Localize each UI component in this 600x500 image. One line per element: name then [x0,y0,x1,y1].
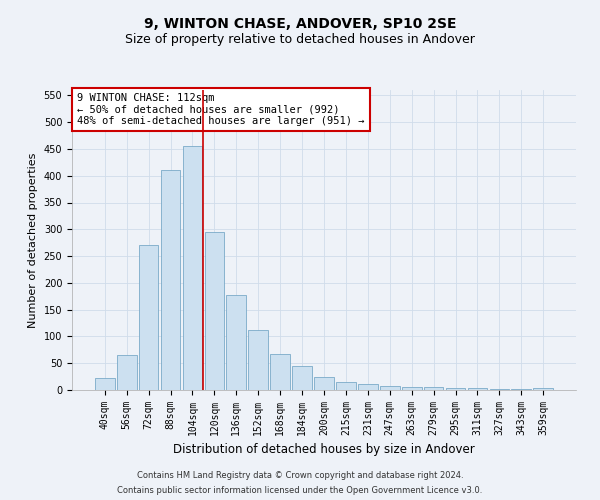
Bar [358,384,378,390]
Bar [117,355,137,390]
Text: 9 WINTON CHASE: 112sqm
← 50% of detached houses are smaller (992)
48% of semi-de: 9 WINTON CHASE: 112sqm ← 50% of detached… [77,93,365,126]
Bar [402,387,422,390]
Bar [380,386,400,390]
Text: Contains HM Land Registry data © Crown copyright and database right 2024.: Contains HM Land Registry data © Crown c… [137,471,463,480]
Bar [205,232,224,390]
Bar [139,246,158,390]
Bar [533,388,553,390]
X-axis label: Distribution of detached houses by size in Andover: Distribution of detached houses by size … [173,444,475,456]
Bar [336,382,356,390]
Text: 9, WINTON CHASE, ANDOVER, SP10 2SE: 9, WINTON CHASE, ANDOVER, SP10 2SE [144,18,456,32]
Text: Size of property relative to detached houses in Andover: Size of property relative to detached ho… [125,32,475,46]
Bar [182,146,202,390]
Bar [248,330,268,390]
Bar [314,376,334,390]
Text: Contains public sector information licensed under the Open Government Licence v3: Contains public sector information licen… [118,486,482,495]
Bar [511,389,531,390]
Bar [446,388,466,390]
Bar [270,354,290,390]
Bar [467,388,487,390]
Y-axis label: Number of detached properties: Number of detached properties [28,152,38,328]
Bar [161,170,181,390]
Bar [95,378,115,390]
Bar [490,389,509,390]
Bar [292,366,312,390]
Bar [226,294,246,390]
Bar [424,388,443,390]
